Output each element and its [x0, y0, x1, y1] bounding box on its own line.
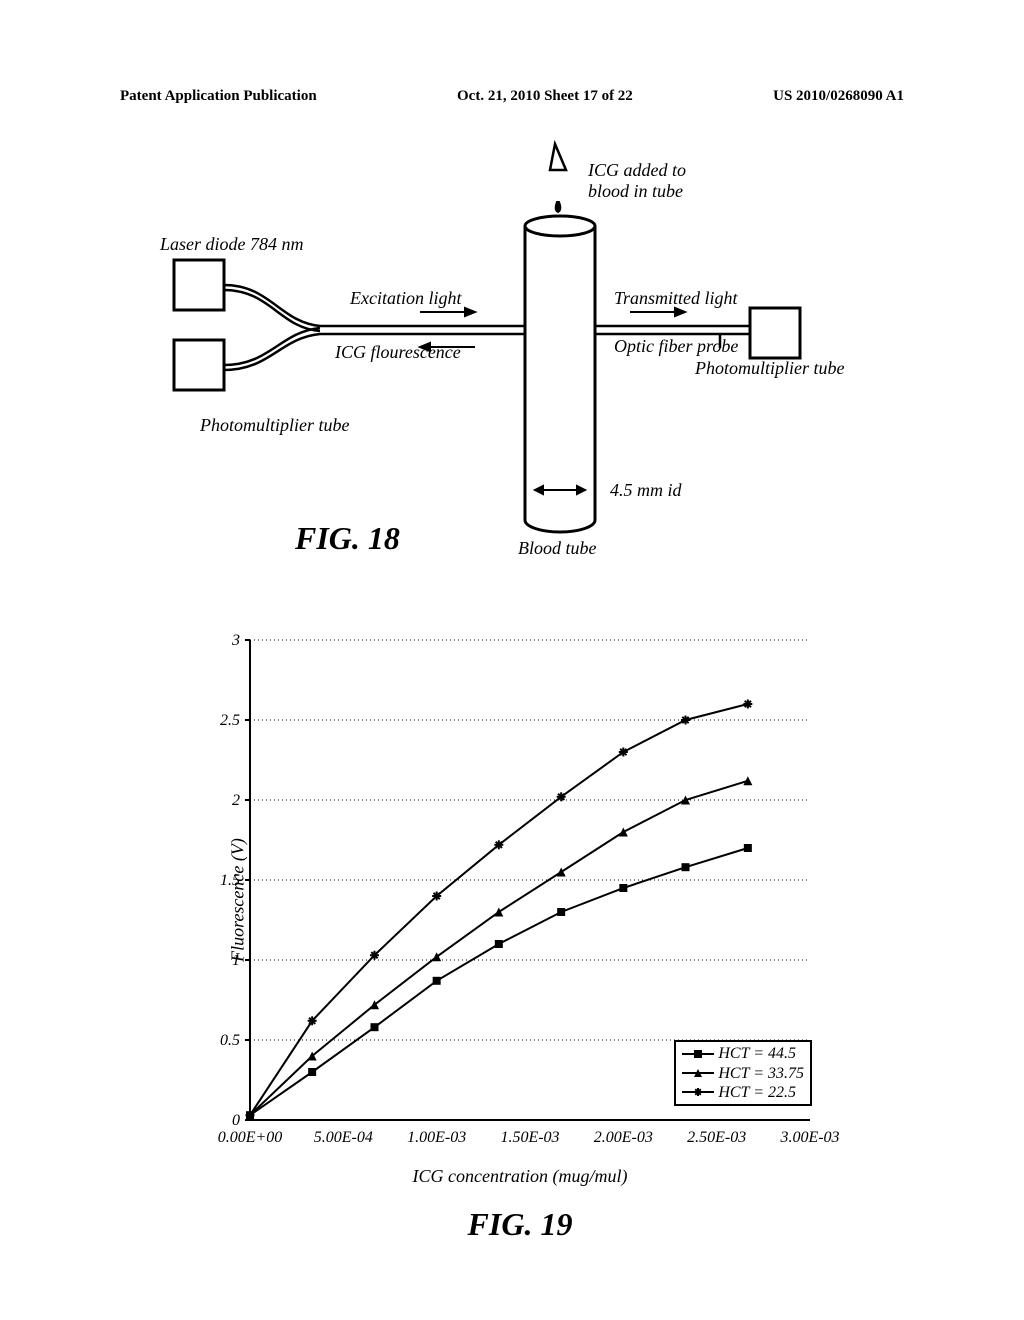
- x-axis-label: ICG concentration (mug/mul): [170, 1166, 870, 1187]
- svg-text:2.50E-03: 2.50E-03: [687, 1129, 746, 1146]
- header-right: US 2010/0268090 A1: [773, 88, 904, 105]
- svg-text:1.00E-03: 1.00E-03: [407, 1129, 466, 1146]
- legend-item: HCT = 22.5: [682, 1083, 804, 1102]
- svg-text:0: 0: [232, 1112, 240, 1129]
- legend-item: HCT = 44.5: [682, 1044, 804, 1063]
- legend-item: HCT = 33.75: [682, 1064, 804, 1083]
- page: Patent Application Publication Oct. 21, …: [0, 0, 1024, 1320]
- label-excitation: Excitation light: [350, 288, 461, 309]
- page-header: Patent Application Publication Oct. 21, …: [0, 88, 1024, 105]
- svg-text:2.5: 2.5: [220, 712, 240, 729]
- svg-text:0.5: 0.5: [220, 1032, 240, 1049]
- label-blood-tube: Blood tube: [518, 538, 597, 559]
- svg-text:3: 3: [231, 632, 240, 649]
- header-center: Oct. 21, 2010 Sheet 17 of 22: [457, 88, 633, 105]
- fig19-title: FIG. 19: [170, 1206, 870, 1243]
- svg-text:2.00E-03: 2.00E-03: [594, 1129, 653, 1146]
- label-icg-added: ICG added to blood in tube: [588, 160, 748, 201]
- chart-legend: HCT = 44.5HCT = 33.75HCT = 22.5: [674, 1040, 812, 1106]
- label-transmitted: Transmitted light: [614, 288, 738, 309]
- fig18-title: FIG. 18: [295, 520, 400, 557]
- svg-text:5.00E-04: 5.00E-04: [314, 1129, 373, 1146]
- label-icg-added-text: ICG added to blood in tube: [588, 160, 686, 201]
- fig18-diagram: ICG added to blood in tube Laser diode 7…: [120, 140, 900, 600]
- header-left: Patent Application Publication: [120, 88, 317, 105]
- label-icg-fluor: ICG flourescence: [335, 342, 461, 363]
- label-tube-id: 4.5 mm id: [610, 480, 682, 501]
- label-pmt-left: Photomultiplier tube: [200, 415, 349, 436]
- fig19-chart: 00.511.522.530.00E+005.00E-041.00E-031.5…: [170, 620, 870, 1260]
- label-pmt-right: Photomultiplier tube: [695, 358, 844, 379]
- y-axis-label: Fluorescence (V): [227, 838, 248, 962]
- svg-text:1.50E-03: 1.50E-03: [500, 1129, 559, 1146]
- label-laser-diode: Laser diode 784 nm: [160, 234, 304, 255]
- svg-text:2: 2: [232, 792, 240, 809]
- svg-text:0.00E+00: 0.00E+00: [218, 1129, 283, 1146]
- label-optic-fiber: Optic fiber probe: [614, 336, 738, 357]
- svg-text:3.00E-03: 3.00E-03: [779, 1129, 839, 1146]
